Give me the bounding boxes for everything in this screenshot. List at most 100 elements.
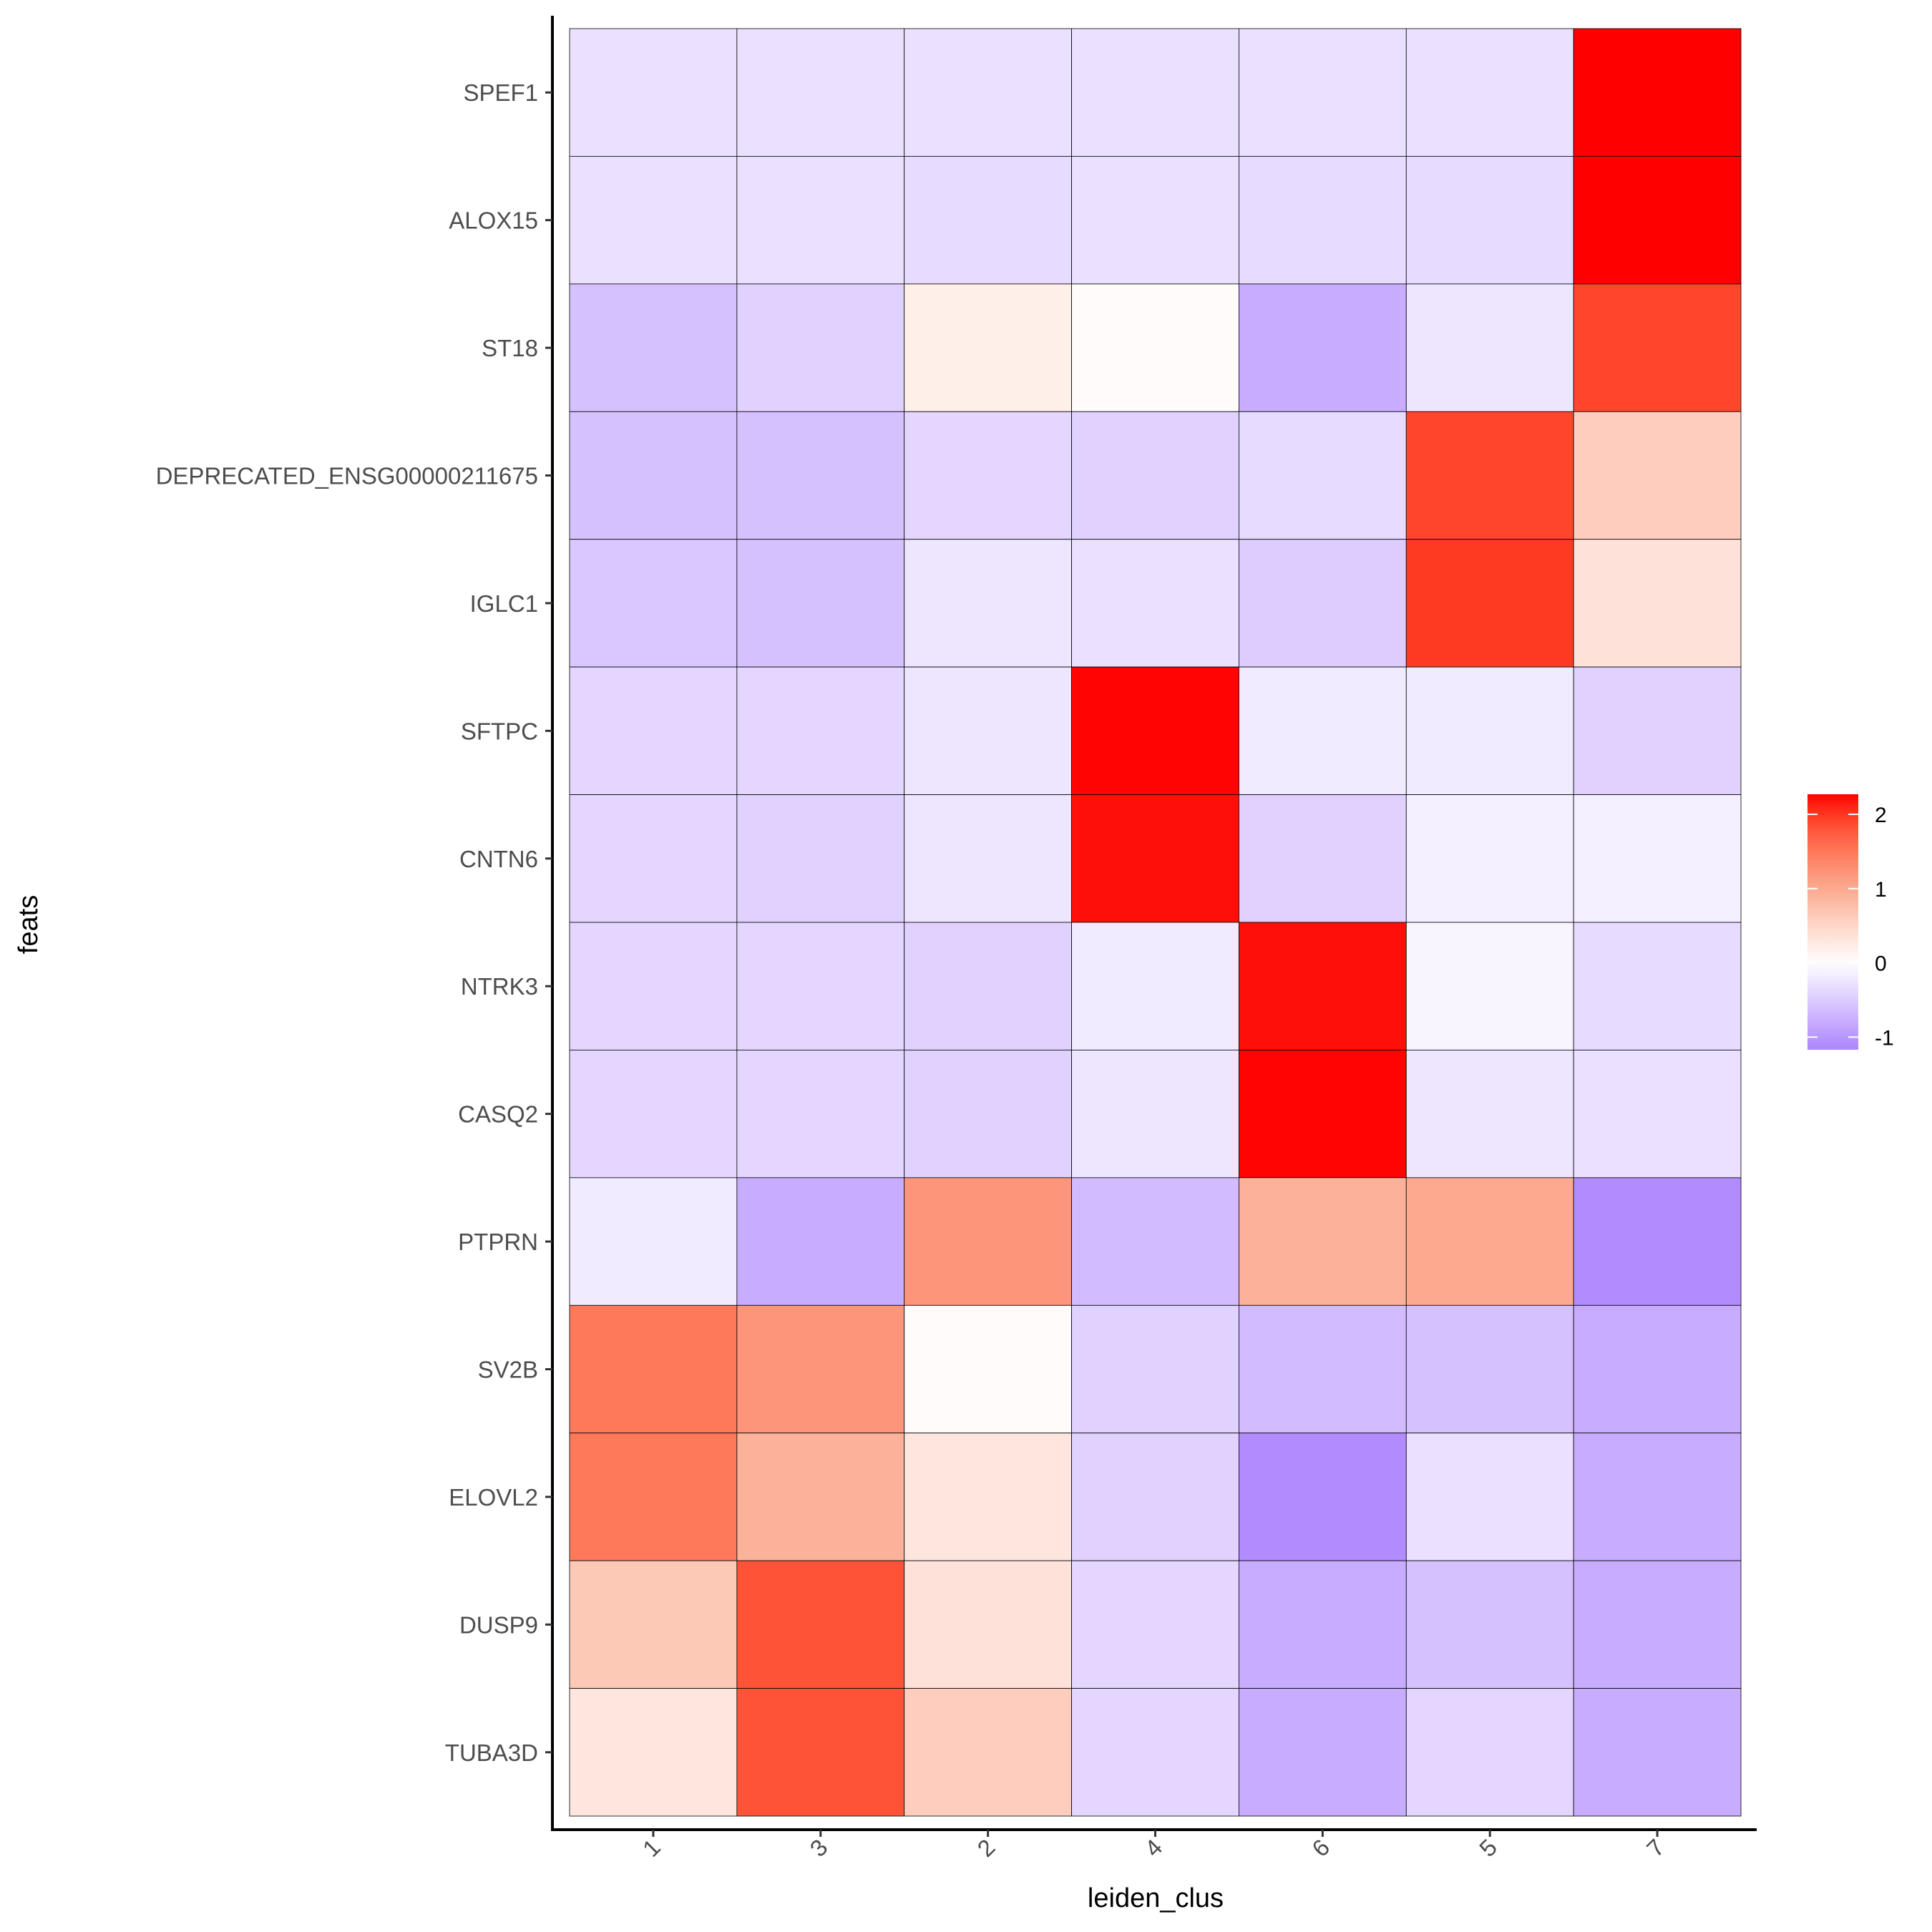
y-tick-label: SFTPC bbox=[461, 718, 538, 744]
heatmap-cell bbox=[569, 794, 738, 923]
heatmap-cell bbox=[736, 283, 905, 412]
heatmap-cell bbox=[1573, 28, 1742, 157]
heatmap-cell bbox=[1071, 1177, 1239, 1306]
heatmap-cell bbox=[736, 1688, 905, 1817]
heatmap-cell bbox=[904, 28, 1072, 157]
heatmap-cell bbox=[904, 283, 1072, 412]
y-tick-label: DUSP9 bbox=[459, 1611, 538, 1638]
heatmap-cell bbox=[1239, 794, 1407, 923]
heatmap-cell bbox=[1405, 411, 1574, 540]
heatmap-cell bbox=[1071, 1304, 1239, 1434]
heatmap-cell bbox=[1573, 1050, 1742, 1179]
y-axis-title: feats bbox=[14, 895, 44, 954]
heatmap-cell bbox=[1573, 1433, 1742, 1561]
x-tick-label: 6 bbox=[1307, 1834, 1335, 1862]
heatmap-cell bbox=[736, 794, 905, 923]
y-tick-label: NTRK3 bbox=[461, 973, 538, 1000]
heatmap-cell bbox=[736, 28, 905, 157]
heatmap-cell bbox=[1405, 666, 1574, 795]
heatmap-cell bbox=[904, 156, 1072, 285]
heatmap-cell bbox=[736, 1050, 905, 1179]
heatmap-cell bbox=[1573, 1304, 1742, 1434]
heatmap-cell bbox=[569, 156, 738, 285]
heatmap-cell bbox=[569, 539, 738, 668]
heatmap-cell bbox=[736, 539, 905, 668]
heatmap-cell bbox=[1573, 156, 1742, 285]
heatmap-cell bbox=[904, 1433, 1072, 1561]
heatmap-cell bbox=[569, 28, 738, 157]
heatmap-cell bbox=[569, 1560, 738, 1689]
heatmap-cell bbox=[904, 1560, 1072, 1689]
heatmap-cell bbox=[904, 1688, 1072, 1817]
heatmap-cell bbox=[1405, 1177, 1574, 1306]
heatmap-cell bbox=[1239, 1177, 1407, 1306]
heatmap-cell bbox=[1405, 1688, 1574, 1817]
heatmap-cell bbox=[1405, 922, 1574, 1050]
x-axis-title: leiden_clus bbox=[1088, 1883, 1224, 1913]
heatmap-cell bbox=[569, 1433, 738, 1561]
x-tick-label: 4 bbox=[1139, 1834, 1167, 1862]
heatmap-cell bbox=[1405, 156, 1574, 285]
heatmap-cell bbox=[1239, 666, 1407, 795]
heatmap-cell bbox=[569, 411, 738, 540]
y-axis-ticks: SPEF1 ALOX15 ST18 DEPRECATED_ENSG0000021167… bbox=[156, 79, 552, 1766]
legend-tick-label: 2 bbox=[1875, 804, 1887, 827]
x-tick-label: 1 bbox=[638, 1834, 665, 1862]
y-tick-label: ST18 bbox=[482, 335, 538, 361]
heatmap-cell bbox=[569, 1177, 738, 1306]
heatmap-cell bbox=[1239, 28, 1407, 157]
heatmap-cell bbox=[1573, 794, 1742, 923]
heatmap-cell bbox=[1573, 539, 1742, 668]
heatmap-cell bbox=[1071, 156, 1239, 285]
heatmap-cell bbox=[569, 922, 738, 1050]
legend-tick-label: -1 bbox=[1875, 1026, 1894, 1050]
heatmap-cell bbox=[736, 666, 905, 795]
heatmap-cell bbox=[1239, 1560, 1407, 1689]
y-tick-label: PTPRN bbox=[458, 1229, 538, 1255]
heatmap-cell bbox=[1573, 283, 1742, 412]
heatmap-cell bbox=[1239, 156, 1407, 285]
x-axis-ticks: 1 3 2 4 6 5 7 bbox=[638, 1830, 1669, 1862]
heatmap-cell bbox=[1071, 411, 1239, 540]
heatmap-cell bbox=[1239, 411, 1407, 540]
heatmap-cell bbox=[1405, 1304, 1574, 1434]
y-tick-label: DEPRECATED_ENSG00000211675 bbox=[156, 463, 538, 489]
y-tick-label: SPEF1 bbox=[463, 79, 538, 106]
heatmap-cell bbox=[1071, 1560, 1239, 1689]
heatmap-cell bbox=[1239, 1688, 1407, 1817]
heatmap-cell bbox=[736, 922, 905, 1050]
heatmap-cell bbox=[1573, 922, 1742, 1050]
heatmap-cell bbox=[904, 1177, 1072, 1306]
heatmap-cell bbox=[569, 1688, 738, 1817]
x-tick-label: 2 bbox=[972, 1834, 1000, 1862]
heatmap-cell bbox=[1239, 1433, 1407, 1561]
heatmap-cell bbox=[736, 1560, 905, 1689]
heatmap-cell bbox=[1071, 28, 1239, 157]
heatmap-cell bbox=[569, 1304, 738, 1434]
color-legend: 2 1 0 -1 bbox=[1807, 794, 1894, 1050]
heatmap-cell bbox=[1071, 794, 1239, 923]
heatmap-cell bbox=[1071, 283, 1239, 412]
y-tick-label: SV2B bbox=[478, 1357, 538, 1383]
legend-tick-label: 0 bbox=[1875, 952, 1887, 976]
heatmap-cell bbox=[1071, 1688, 1239, 1817]
heatmap-cell bbox=[904, 539, 1072, 668]
heatmap-cell bbox=[904, 1050, 1072, 1179]
x-tick-label: 3 bbox=[805, 1834, 833, 1862]
heatmap-cell bbox=[736, 1433, 905, 1561]
heatmap-cell bbox=[569, 666, 738, 795]
heatmap-cell bbox=[1071, 666, 1239, 795]
legend-tick-label: 1 bbox=[1875, 878, 1887, 902]
heatmap-cell bbox=[1405, 283, 1574, 412]
heatmap-cell bbox=[736, 1177, 905, 1306]
heatmap-cell bbox=[1071, 1050, 1239, 1179]
x-tick-label: 5 bbox=[1474, 1834, 1502, 1862]
heatmap-cell bbox=[1405, 28, 1574, 157]
heatmap-cell bbox=[1405, 1433, 1574, 1561]
heatmap-cell bbox=[569, 283, 738, 412]
heatmap-cells bbox=[569, 28, 1742, 1817]
heatmap-cell bbox=[1573, 666, 1742, 795]
y-tick-label: IGLC1 bbox=[470, 590, 538, 617]
heatmap-cell bbox=[1071, 539, 1239, 668]
